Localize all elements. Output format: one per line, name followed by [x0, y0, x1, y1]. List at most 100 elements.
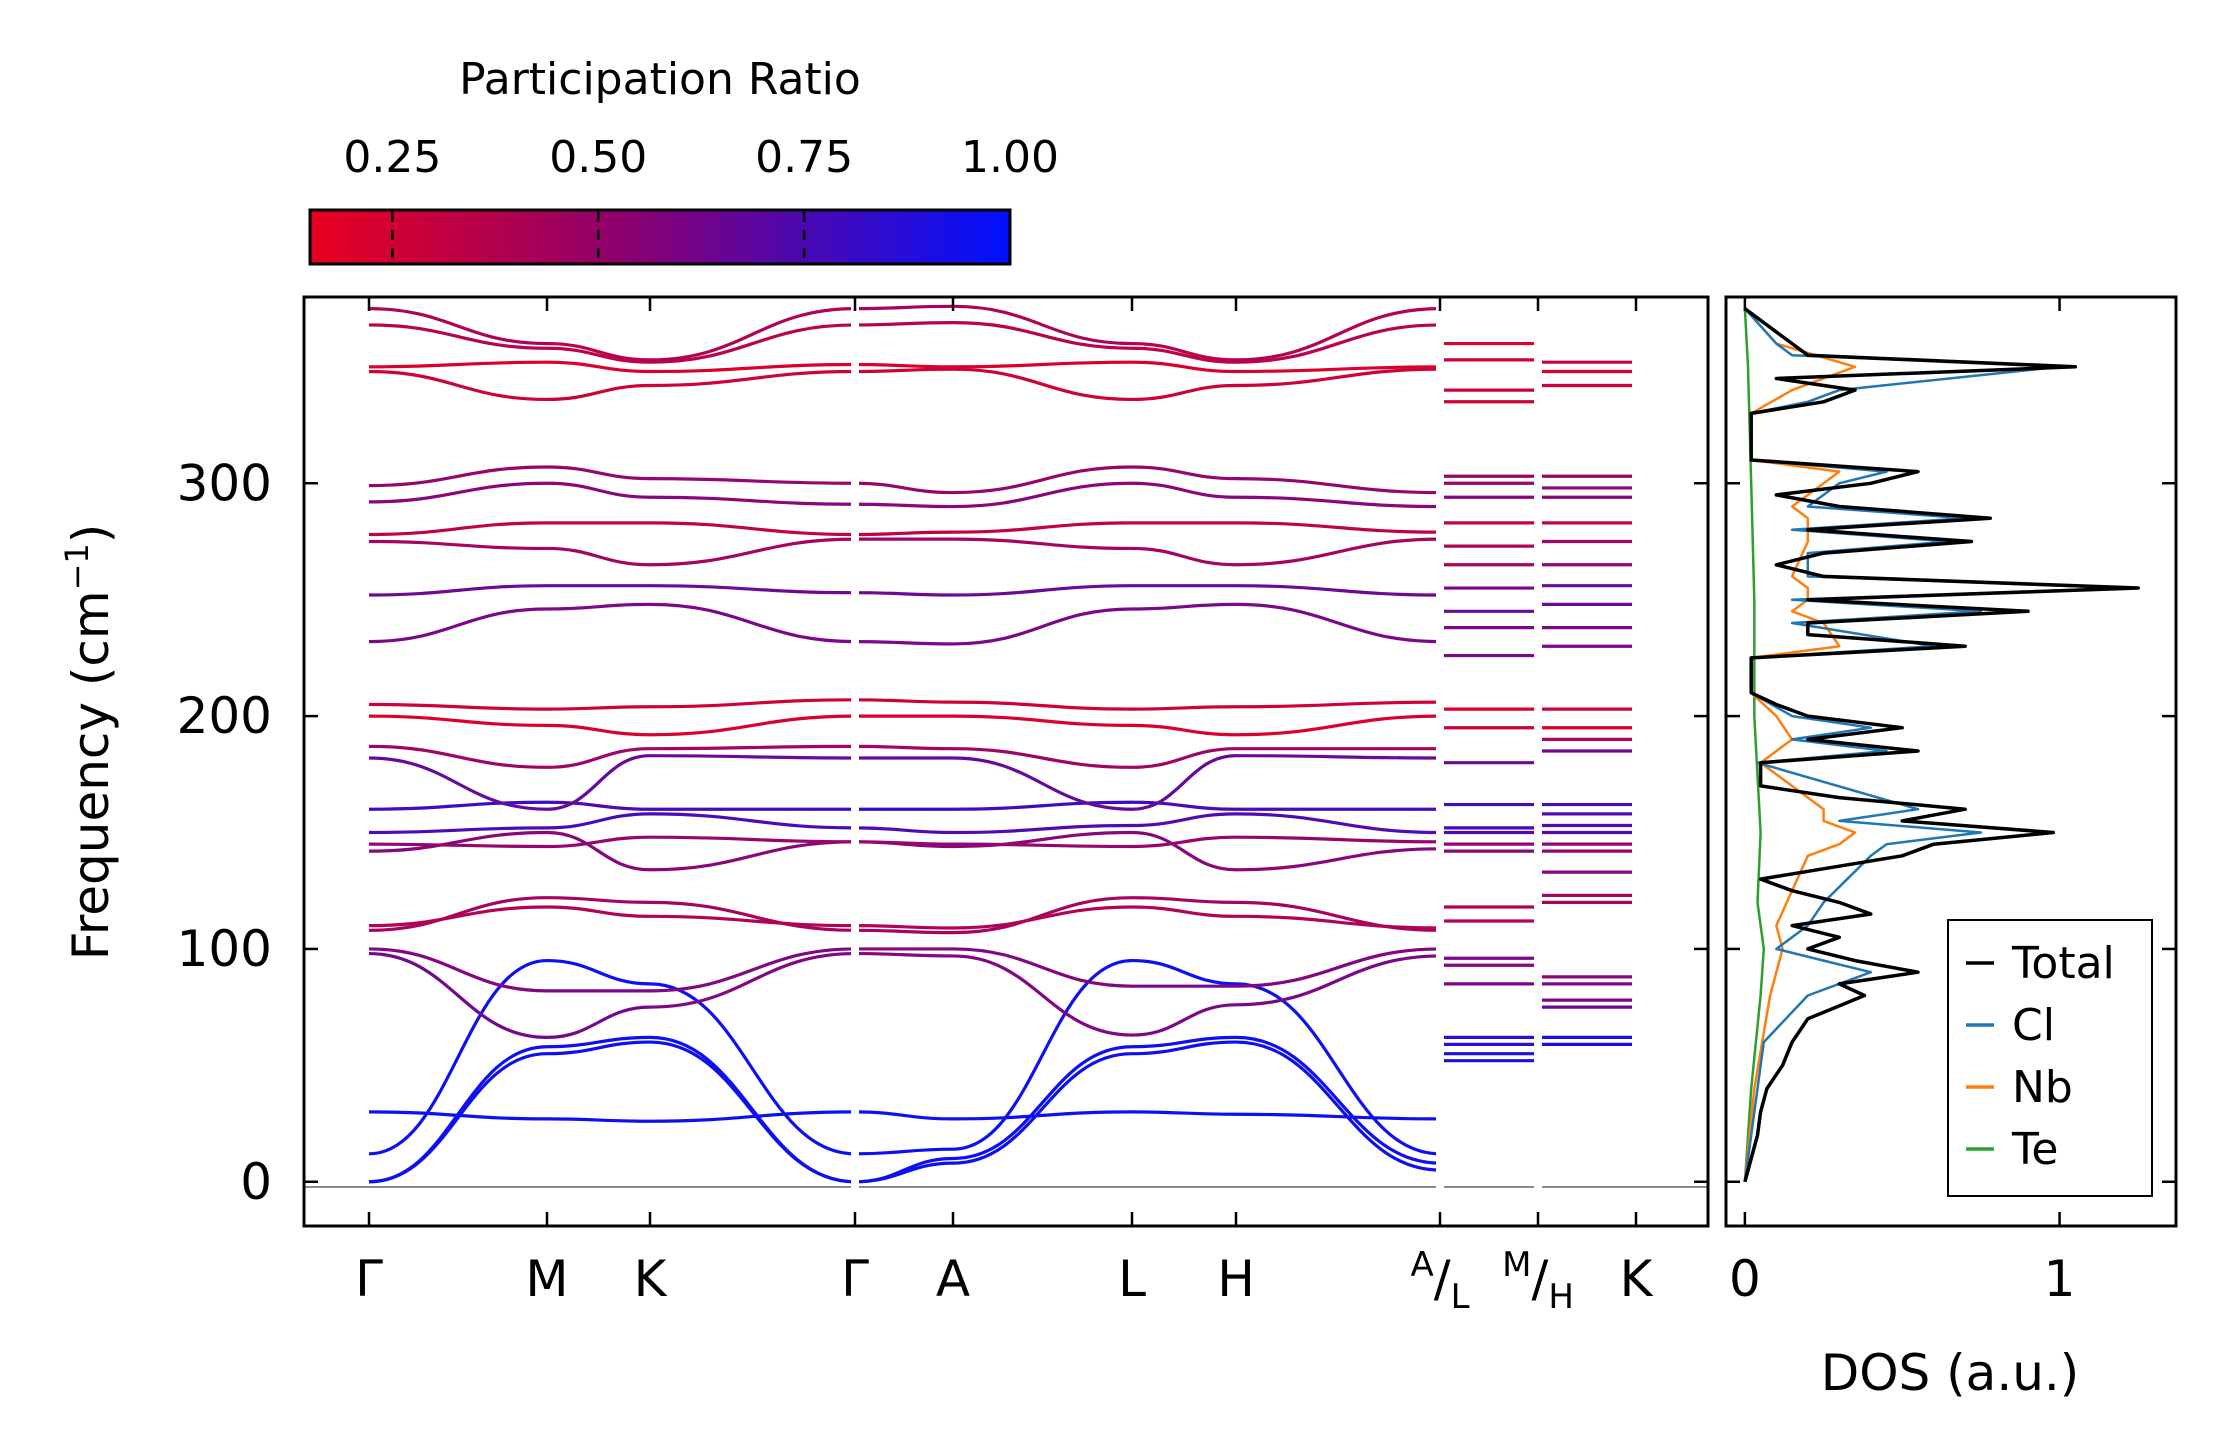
band-axes-frame [302, 295, 1710, 1228]
band-band-16-seg-5 [1131, 705, 1237, 711]
band-band-10-seg-6 [1235, 835, 1441, 844]
band-band-11-seg-0 [368, 826, 548, 835]
band-band-26-seg-4 [952, 304, 1133, 346]
band-band-17-seg-4 [952, 607, 1133, 646]
band-band-12-seg-4 [952, 800, 1133, 811]
band-band-19-seg-0 [368, 539, 548, 551]
band-acoustic-1-seg-5 [1131, 1040, 1237, 1056]
band-band-18-seg-0 [368, 584, 548, 597]
y-tick-label: 100 [177, 920, 272, 978]
band-band-24-seg-4 [952, 360, 1133, 369]
band-band-22-seg-1 [546, 465, 651, 481]
band-band-24-seg-3 [854, 362, 954, 369]
band-band-13-seg-6 [1235, 754, 1441, 760]
band-band-21-seg-0 [368, 481, 548, 504]
band-band-26-seg-0 [368, 307, 548, 346]
band-acoustic-3-seg-3 [854, 1147, 954, 1156]
y-axis-label-base: Frequency (cm [62, 590, 120, 960]
band-acoustic-3-seg-5 [1131, 958, 1237, 986]
band-band-19-seg-5 [1131, 546, 1237, 567]
band-band-11-seg-3 [854, 826, 954, 835]
band-low-flat-seg-4 [952, 1110, 1133, 1121]
band-band-9-seg-2 [649, 840, 856, 872]
band-band-8-seg-3 [854, 924, 954, 930]
band-low-flat-seg-3 [854, 1110, 954, 1121]
dos-x-tick-label: 0 [1729, 1250, 1761, 1308]
y-axis-label: Frequency (cm−1) [58, 524, 120, 961]
band-band-7-seg-5 [1131, 896, 1237, 904]
band-acoustic-2-seg-6 [1235, 1035, 1441, 1165]
legend-label-nb: Nb [2012, 1062, 2073, 1113]
band-band-10-seg-2 [649, 835, 856, 844]
band-band-5-seg-3 [854, 951, 954, 958]
band-band-7-seg-0 [368, 896, 548, 932]
band-band-25-seg-5 [1131, 346, 1237, 364]
band-band-5-seg-4 [952, 954, 1133, 1037]
band-band-21-seg-6 [1235, 495, 1441, 509]
band-low-flat-seg-5 [1131, 1110, 1237, 1116]
band-band-26-seg-2 [649, 307, 856, 362]
band-low-flat-seg-1 [546, 1117, 651, 1123]
band-band-12-seg-1 [546, 800, 651, 811]
band-band-14-seg-4 [952, 747, 1133, 769]
colorbar: Participation Ratio 0.25 0.50 0.75 1.00 [308, 54, 1059, 266]
band-band-17-seg-2 [649, 602, 856, 644]
band-band-19-seg-6 [1235, 537, 1441, 567]
band-band-16-seg-0 [368, 702, 548, 711]
band-band-19-seg-4 [952, 537, 1133, 551]
y-axis-label-close: ) [62, 524, 120, 544]
legend-label-total: Total [2011, 938, 2115, 989]
band-band-12-seg-0 [368, 800, 548, 811]
band-band-18-seg-4 [952, 584, 1133, 597]
y-tick-label: 300 [177, 454, 272, 512]
band-band-26-seg-6 [1235, 307, 1441, 362]
band-band-7-seg-3 [854, 928, 954, 935]
legend-label-te: Te [2011, 1124, 2058, 1175]
band-band-17-seg-6 [1235, 602, 1441, 644]
colorbar-tick-label: 1.00 [961, 132, 1059, 183]
band-band-19-seg-2 [649, 537, 856, 567]
band-band-11-seg-4 [952, 823, 1133, 835]
y-tick-label: 200 [177, 687, 272, 745]
band-band-24-seg-2 [649, 362, 856, 374]
band-band-21-seg-1 [546, 481, 651, 499]
band-band-22-seg-5 [1131, 465, 1237, 481]
dos-axes-frame [1724, 295, 2178, 1228]
band-low-flat-seg-0 [368, 1110, 548, 1121]
band-band-11-seg-1 [546, 812, 651, 830]
band-band-10-seg-4 [952, 842, 1133, 849]
band-band-13-seg-1 [546, 754, 651, 811]
band-band-8-seg-4 [952, 905, 1133, 930]
band-band-21-seg-2 [649, 495, 856, 506]
k-point-label: Γ [355, 1250, 383, 1308]
band-band-10-seg-5 [1131, 835, 1237, 849]
band-band-14-seg-5 [1131, 747, 1237, 769]
band-acoustic-2-seg-3 [854, 1156, 954, 1184]
band-acoustic-1-seg-6 [1235, 1040, 1441, 1172]
band-band-16-seg-6 [1235, 700, 1441, 709]
dos-x-axis-label: DOS (a.u.) [1821, 1344, 2080, 1402]
band-band-21-seg-5 [1131, 481, 1237, 499]
band-band-14-seg-3 [854, 744, 954, 751]
band-band-13-seg-2 [649, 754, 856, 760]
dos-series-total [1743, 307, 2140, 1183]
band-band-14-seg-1 [546, 747, 651, 769]
band-band-13-seg-0 [368, 756, 548, 811]
band-band-14-seg-2 [649, 744, 856, 751]
band-low-flat-seg-6 [1235, 1112, 1441, 1121]
band-band-15-seg-4 [952, 714, 1133, 728]
band-band-25-seg-3 [854, 321, 954, 327]
band-acoustic-3-seg-6 [1235, 982, 1441, 1156]
k-point-label: K [634, 1250, 668, 1308]
band-band-25-seg-2 [649, 323, 856, 364]
band-band-23-seg-0 [368, 369, 548, 402]
band-band-14-seg-0 [368, 744, 548, 769]
band-band-6-seg-2 [649, 947, 856, 993]
band-band-9-seg-1 [546, 830, 651, 872]
band-band-25-seg-0 [368, 323, 548, 350]
band-band-5-seg-0 [368, 951, 548, 1040]
band-band-24-seg-6 [1235, 365, 1441, 374]
band-acoustic-2-seg-1 [546, 1035, 651, 1049]
band-band-22-seg-0 [368, 465, 548, 488]
